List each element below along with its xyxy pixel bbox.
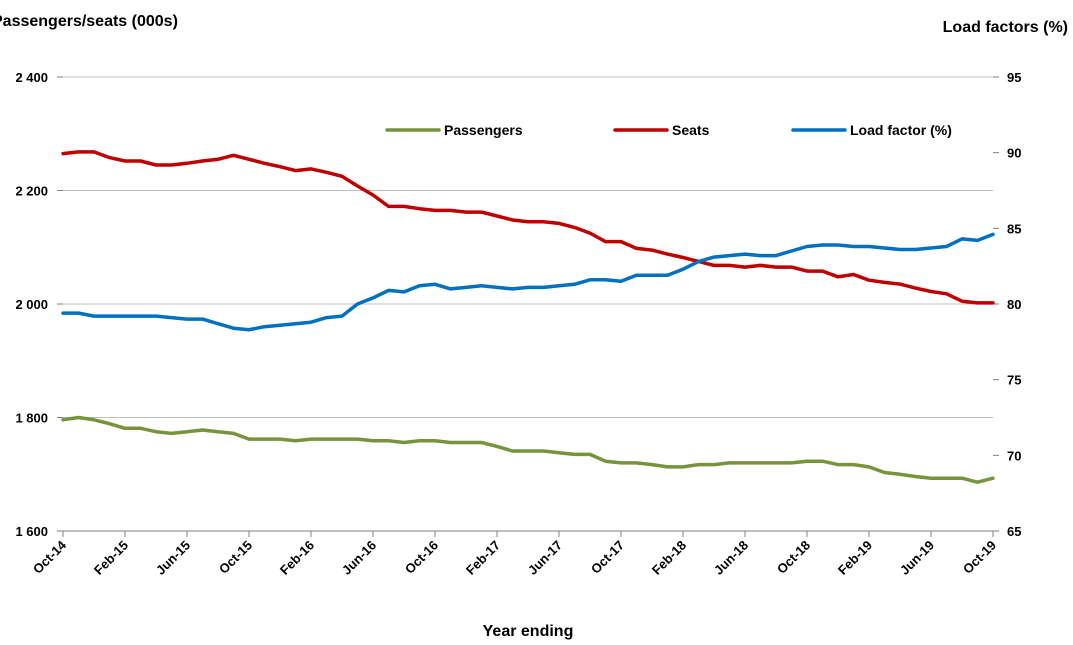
right-tick-label: 95: [1007, 70, 1021, 85]
left-tick-label: 2 200: [15, 184, 48, 199]
x-axis-title: Year ending: [483, 623, 574, 640]
left-axis-title: Passengers/seats (000s): [0, 13, 178, 30]
gridlines: [63, 76, 993, 418]
x-tick-label: Feb-16: [277, 538, 317, 578]
legend-label-seats: Seats: [672, 122, 710, 138]
right-tick-label: 70: [1007, 448, 1021, 463]
x-tick-label: Feb-19: [835, 538, 875, 578]
left-tick-label: 1 800: [15, 411, 48, 426]
right-tick-label: 65: [1007, 524, 1021, 539]
x-tick-label: Oct-19: [960, 538, 999, 577]
x-tick-label: Oct-17: [588, 538, 627, 577]
x-tick-label: Oct-16: [402, 538, 441, 577]
x-tick-label: Jun-17: [525, 538, 565, 578]
x-tick-label: Feb-15: [91, 538, 131, 578]
x-tick-label: Jun-15: [153, 538, 193, 578]
x-tick-label: Oct-14: [30, 537, 70, 577]
x-tick-label: Feb-17: [463, 538, 503, 578]
passengers-line: [61, 415, 995, 484]
x-tick-label: Jun-19: [897, 538, 937, 578]
seats-line: [61, 150, 995, 305]
left-tick-label: 2 400: [15, 70, 48, 85]
x-tick-label: Feb-18: [649, 538, 689, 578]
right-axis-title: Load factors (%): [943, 19, 1068, 36]
series-lines: [61, 150, 995, 484]
right-tick-label: 75: [1007, 373, 1021, 388]
right-tick-label: 85: [1007, 221, 1021, 236]
right-tick-label: 90: [1007, 146, 1021, 161]
legend-label-passengers: Passengers: [444, 122, 523, 138]
x-tick-label: Jun-16: [339, 538, 379, 578]
right-tick-label: 80: [1007, 297, 1021, 312]
x-tick-label: Oct-15: [216, 538, 255, 577]
legend: Passengers Seats Load factor (%): [385, 122, 952, 138]
left-tick-label: 1 600: [15, 524, 48, 539]
axes: 1 600 1 800 2 000 2 200 2 400 65 70 75 80 85 90 95 O…: [15, 70, 1021, 578]
load-factor-line: [61, 232, 995, 332]
x-tick-label: Oct-18: [774, 538, 813, 577]
legend-label-load-factor: Load factor (%): [850, 122, 952, 138]
left-tick-label: 2 000: [15, 297, 48, 312]
x-tick-label: Jun-18: [711, 538, 751, 578]
